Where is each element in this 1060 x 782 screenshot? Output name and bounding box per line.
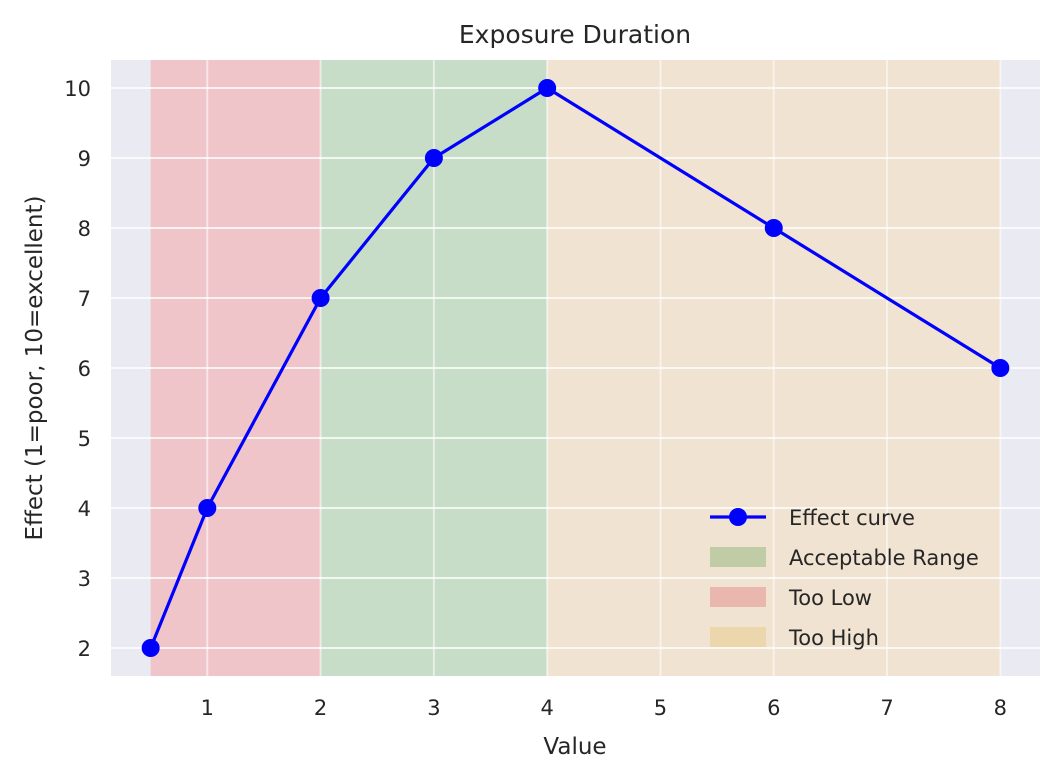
grid-lines xyxy=(111,60,1040,676)
y-tick-label: 6 xyxy=(78,357,91,381)
data-point xyxy=(311,289,330,307)
y-tick-labels: 2 3 4 5 6 7 8 9 10 xyxy=(64,77,91,661)
y-tick-label: 8 xyxy=(78,217,91,241)
y-axis-label: Effect (1=poor, 10=excellent) xyxy=(22,196,48,541)
x-tick-label: 7 xyxy=(880,696,893,720)
legend-swatch-too-low xyxy=(710,587,766,607)
y-tick-label: 3 xyxy=(78,567,91,591)
x-tick-label: 4 xyxy=(540,696,553,720)
x-axis-label: Value xyxy=(543,734,606,760)
y-tick-label: 10 xyxy=(64,77,91,101)
y-tick-label: 9 xyxy=(78,147,91,171)
data-point xyxy=(424,149,443,167)
y-tick-label: 2 xyxy=(78,637,91,661)
x-tick-label: 1 xyxy=(201,696,214,720)
data-point xyxy=(141,639,160,657)
legend-marker xyxy=(729,508,747,526)
legend-label: Too Low xyxy=(788,586,872,610)
x-tick-labels: 1 2 3 4 5 6 7 8 xyxy=(201,696,1007,720)
x-tick-label: 3 xyxy=(427,696,440,720)
x-tick-label: 8 xyxy=(994,696,1007,720)
x-tick-label: 6 xyxy=(767,696,780,720)
legend: Effect curve Acceptable Range Too Low Too H… xyxy=(710,506,979,650)
data-point xyxy=(538,79,557,97)
data-point xyxy=(991,359,1010,377)
legend-label: Effect curve xyxy=(789,506,915,530)
legend-swatch-acceptable-range xyxy=(710,547,766,567)
legend-swatch-too-high xyxy=(710,627,766,647)
y-tick-label: 4 xyxy=(78,497,91,521)
data-point xyxy=(764,219,783,237)
data-points xyxy=(141,79,1010,657)
legend-label: Acceptable Range xyxy=(789,546,979,570)
y-tick-label: 5 xyxy=(78,427,91,451)
y-tick-label: 7 xyxy=(78,287,91,311)
legend-label: Too High xyxy=(788,626,879,650)
chart-title: Exposure Duration xyxy=(459,20,691,49)
x-tick-label: 5 xyxy=(654,696,667,720)
x-tick-label: 2 xyxy=(314,696,327,720)
data-point xyxy=(198,499,217,517)
